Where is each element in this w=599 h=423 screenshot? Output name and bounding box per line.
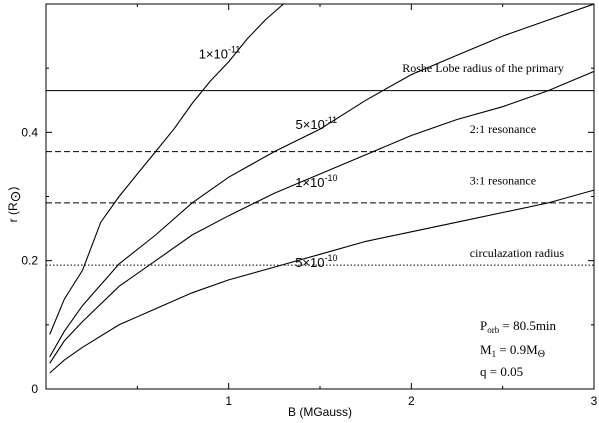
y-tick-label-1: 0.2 [21, 254, 38, 268]
series-label-3: 5×10-10 [295, 253, 337, 270]
series-line-3 [49, 189, 594, 374]
reference-label-3: circulazation radius [470, 246, 565, 260]
y-axis-label: r (R⊙) [6, 187, 23, 223]
x-tick-label-0: 1 [225, 394, 232, 408]
plot-area: 1 2 3 0 0.2 0.4 B (MGauss) r (R⊙) Roshe Lobe rad… [6, 3, 598, 419]
reference-label-0: Roshe Lobe radius of the primary [402, 61, 564, 75]
series-line-2 [49, 70, 594, 364]
x-tick-label-2: 3 [591, 394, 598, 408]
y-tick-label-0: 0 [31, 382, 38, 396]
x-axis-label: B (MGauss) [288, 405, 352, 419]
reference-label-2: 3:1 resonance [470, 173, 536, 187]
reference-label-1: 2:1 resonance [470, 122, 536, 136]
info-m1: M1 = 0.9MΘ [480, 342, 545, 360]
x-tick-label-1: 2 [408, 394, 415, 408]
y-tick-label-2: 0.4 [21, 125, 38, 139]
series-label-2: 1×10-10 [295, 173, 337, 190]
series-label-0: 1×10-11 [199, 45, 241, 62]
series-label-1: 5×10-11 [296, 115, 338, 132]
series-line-1 [49, 4, 594, 358]
info-q: q = 0.05 [480, 364, 523, 379]
info-porb: Porb = 80.5min [480, 318, 557, 335]
series-line-0 [49, 4, 284, 335]
